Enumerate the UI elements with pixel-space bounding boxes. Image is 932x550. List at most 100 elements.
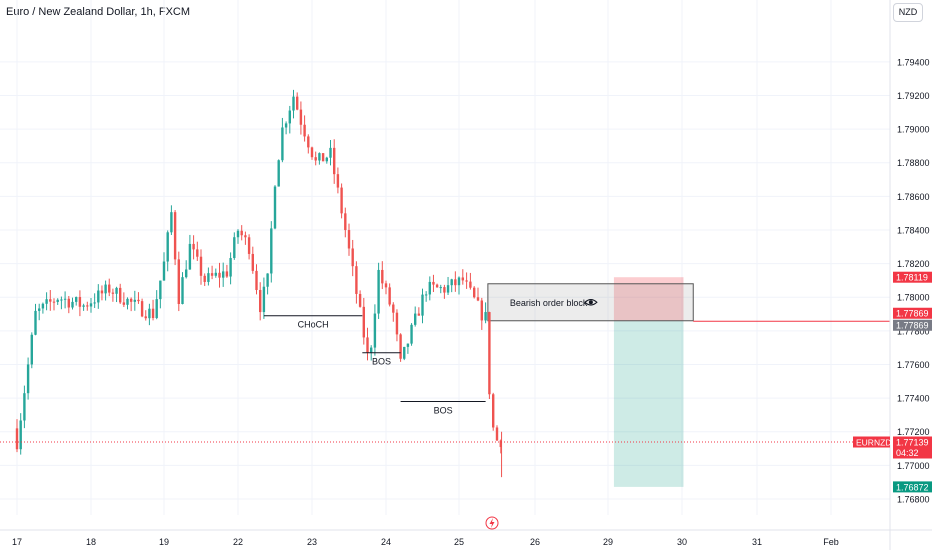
candle-body bbox=[126, 298, 129, 305]
candle-body bbox=[414, 313, 417, 325]
candle-body bbox=[340, 187, 343, 214]
candle-body bbox=[192, 243, 195, 250]
candle bbox=[247, 234, 251, 260]
candle-body bbox=[82, 305, 85, 307]
candle bbox=[384, 280, 388, 295]
candle-body bbox=[108, 284, 111, 293]
candle bbox=[166, 230, 169, 272]
candle bbox=[75, 296, 78, 306]
candle-body bbox=[435, 284, 439, 288]
eye-icon-outline bbox=[584, 298, 598, 306]
candle bbox=[439, 284, 442, 294]
price-tick-label: 1.77800 bbox=[897, 326, 930, 336]
candle-body bbox=[469, 281, 472, 288]
candle-body bbox=[480, 300, 483, 321]
candle bbox=[288, 105, 291, 134]
candle-body bbox=[93, 302, 96, 304]
structure-label: BOS bbox=[372, 357, 391, 367]
candle bbox=[185, 260, 188, 279]
chart-grid bbox=[0, 0, 890, 515]
lightning-icon bbox=[485, 516, 499, 530]
price-label-ob-top: 1.77869 bbox=[893, 307, 932, 319]
chart-title: Euro / New Zealand Dollar, 1h, FXCM bbox=[6, 6, 191, 18]
candle-body bbox=[148, 308, 151, 319]
candle bbox=[225, 264, 229, 278]
candle-body bbox=[303, 124, 306, 137]
candle-body bbox=[236, 230, 240, 238]
candle bbox=[52, 298, 56, 311]
candle-body bbox=[173, 212, 177, 260]
candle-body bbox=[484, 312, 487, 321]
candle bbox=[151, 299, 155, 321]
candle-body bbox=[495, 427, 499, 441]
candle bbox=[284, 121, 288, 135]
time-tick-label: 22 bbox=[233, 537, 243, 547]
candle bbox=[480, 297, 483, 330]
candle bbox=[26, 357, 30, 400]
candle-body bbox=[373, 313, 377, 348]
candle bbox=[199, 249, 203, 285]
candle-body bbox=[325, 157, 328, 162]
price-label-target-top: 1.78119 bbox=[893, 271, 932, 283]
candle bbox=[403, 346, 406, 361]
candle-body bbox=[355, 266, 358, 294]
candle-body bbox=[104, 284, 107, 294]
currency-selector[interactable]: NZD bbox=[893, 3, 923, 22]
candle-body bbox=[336, 174, 340, 188]
candle bbox=[351, 239, 354, 277]
price-label-box bbox=[893, 319, 932, 331]
candle-body bbox=[129, 298, 133, 302]
candle-body bbox=[428, 281, 431, 295]
candle-body bbox=[399, 334, 402, 359]
candle bbox=[292, 89, 295, 119]
candle bbox=[296, 92, 299, 111]
candle bbox=[104, 280, 107, 301]
candle-body bbox=[454, 279, 457, 286]
candle bbox=[484, 302, 487, 324]
candle bbox=[97, 284, 100, 309]
candle bbox=[499, 439, 502, 454]
candle bbox=[273, 185, 277, 230]
candle bbox=[111, 288, 115, 302]
candle bbox=[86, 301, 89, 311]
order-block-zone bbox=[487, 283, 694, 322]
candle-body bbox=[199, 256, 203, 276]
candle-body bbox=[137, 299, 140, 302]
candle bbox=[82, 303, 85, 311]
candle bbox=[244, 231, 247, 245]
candle-body bbox=[38, 308, 41, 311]
candle-body bbox=[443, 287, 446, 293]
candle bbox=[270, 221, 273, 283]
structure-label: BOS bbox=[434, 405, 453, 415]
candle-body bbox=[26, 364, 30, 394]
symbol-tag-box bbox=[853, 436, 890, 448]
candle bbox=[435, 283, 439, 288]
time-tick-label: 18 bbox=[86, 537, 96, 547]
price-label-box bbox=[893, 307, 932, 319]
candle-body bbox=[450, 279, 453, 286]
candle bbox=[329, 140, 332, 166]
price-label-box bbox=[893, 271, 932, 283]
candle bbox=[19, 413, 22, 455]
price-label-text: 1.77869 bbox=[896, 321, 929, 331]
candle-body bbox=[388, 287, 391, 305]
candle bbox=[358, 290, 362, 308]
candle-body bbox=[424, 294, 428, 296]
candle bbox=[119, 283, 122, 304]
candle bbox=[115, 286, 118, 303]
candle-body bbox=[492, 394, 495, 428]
candle bbox=[203, 273, 206, 287]
candle-body bbox=[225, 271, 229, 277]
candle bbox=[148, 303, 151, 326]
candle-body bbox=[395, 312, 399, 335]
time-tick-label: 23 bbox=[307, 537, 317, 547]
time-tick-label: 26 bbox=[530, 537, 540, 547]
candle bbox=[392, 302, 395, 322]
candle-body bbox=[89, 303, 93, 307]
time-tick-label: 17 bbox=[12, 537, 22, 547]
order-block-label: Bearish order block bbox=[510, 298, 588, 308]
candle-body bbox=[97, 290, 100, 303]
candle bbox=[344, 207, 347, 238]
candle bbox=[218, 262, 221, 288]
